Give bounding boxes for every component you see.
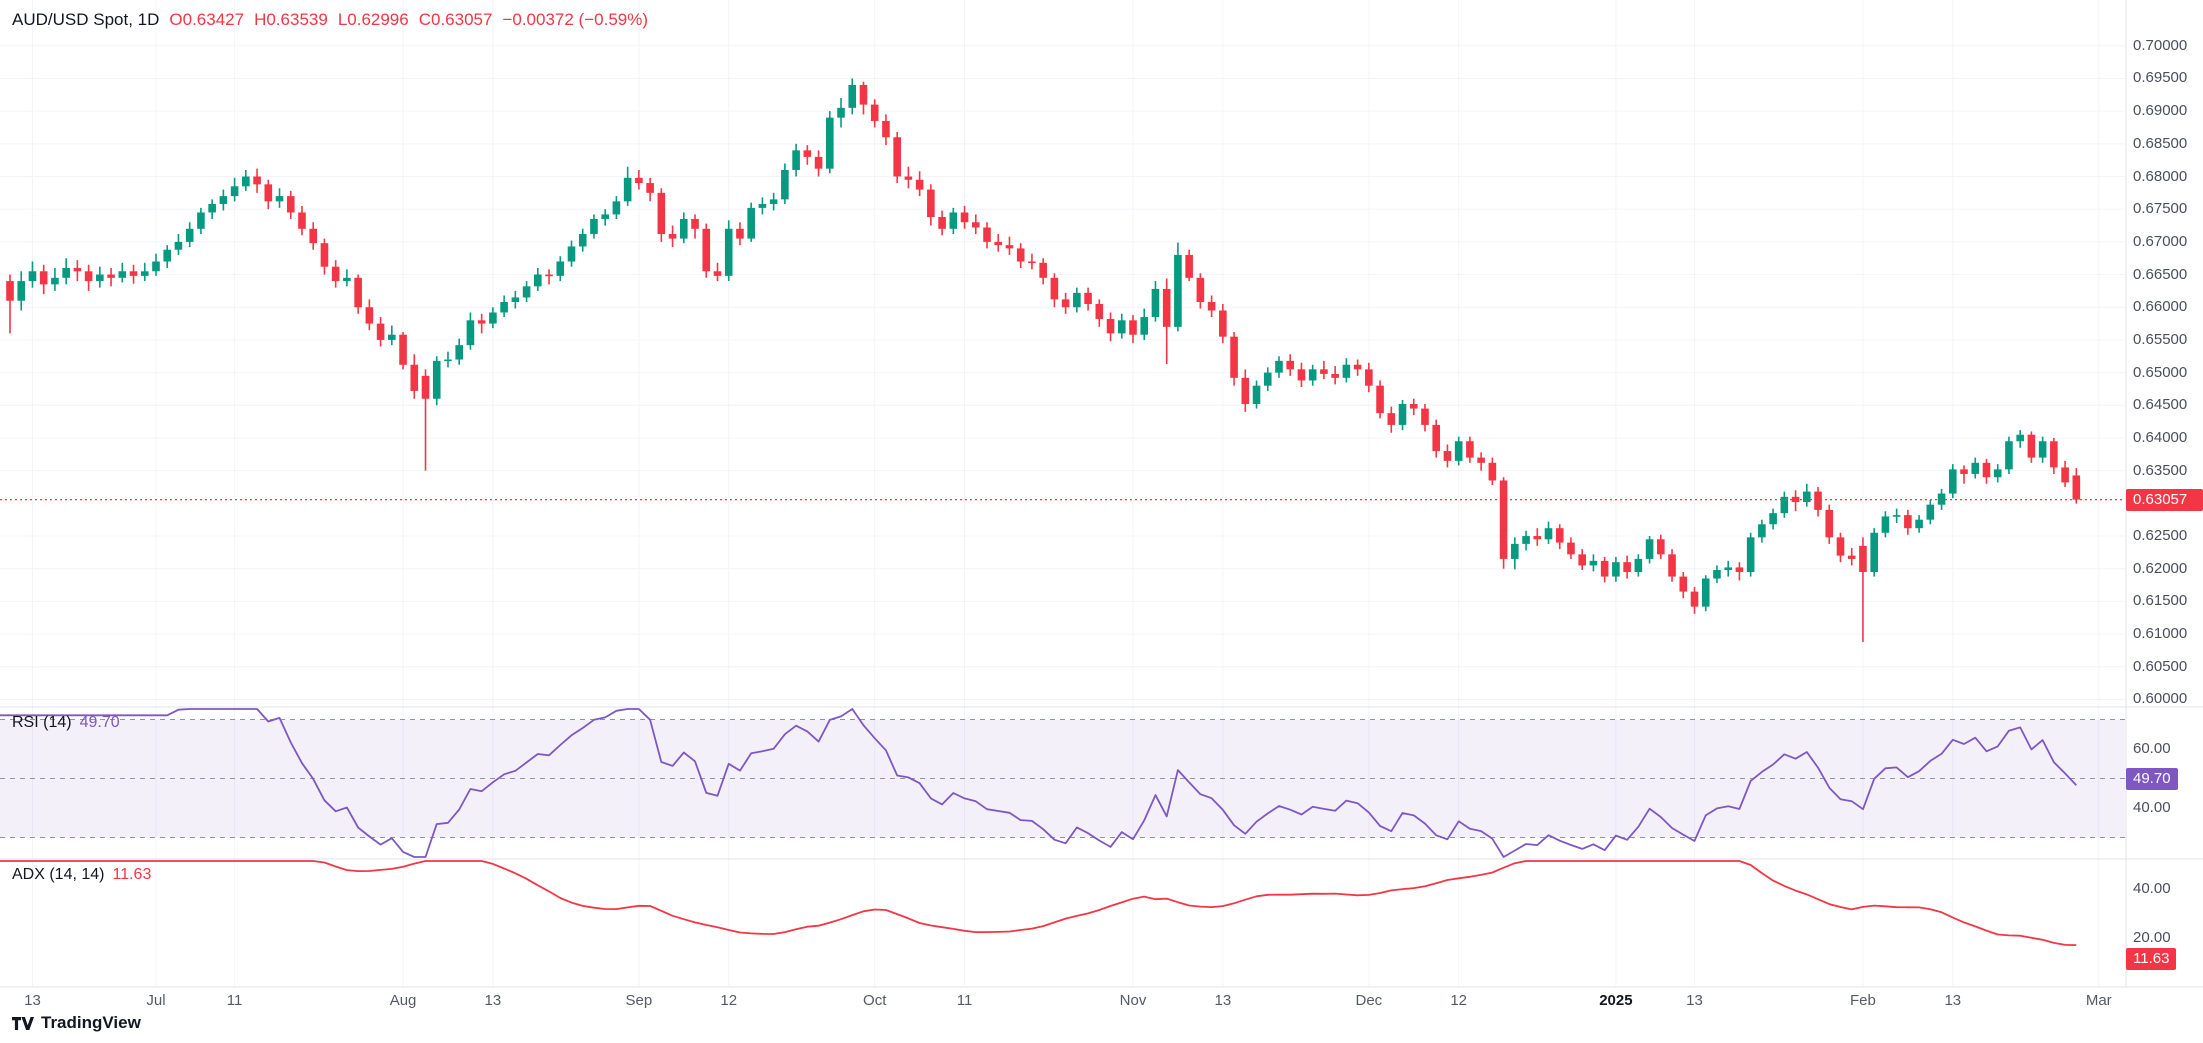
- tradingview-brand-text: TradingView: [41, 1013, 141, 1032]
- tradingview-watermark[interactable]: TradingView: [12, 1013, 141, 1033]
- adx-value: 11.63: [112, 866, 152, 883]
- rsi-legend[interactable]: RSI (14) 49.70: [12, 714, 120, 732]
- ohlc-open: O0.63427: [169, 10, 245, 29]
- change-label: −0.00372 (−0.59%): [502, 10, 649, 29]
- ohlc-low: L0.62996: [337, 10, 409, 29]
- rsi-value: 49.70: [79, 714, 120, 731]
- current-price-badge: 0.63057: [2126, 488, 2203, 511]
- ohlc-close: C0.63057: [418, 10, 493, 29]
- adx-line: [0, 860, 2077, 946]
- rsi-value-badge: 49.70: [2126, 768, 2178, 791]
- symbol-legend[interactable]: AUD/USD Spot, 1D O0.63427 H0.63539 L0.62…: [12, 10, 648, 30]
- adx-label: ADX (14, 14): [12, 866, 105, 883]
- candlesticks: [6, 78, 2081, 642]
- rsi-label: RSI (14): [12, 714, 72, 731]
- adx-legend[interactable]: ADX (14, 14) 11.63: [12, 866, 151, 884]
- tradingview-logo-icon: [12, 1016, 34, 1030]
- rsi-line: [0, 708, 2077, 858]
- rsi-band: [0, 719, 2125, 838]
- symbol-title: AUD/USD Spot, 1D: [12, 10, 160, 29]
- gridlines: [0, 0, 2125, 986]
- ohlc-high: H0.63539: [254, 10, 328, 29]
- adx-value-badge: 11.63: [2126, 947, 2177, 970]
